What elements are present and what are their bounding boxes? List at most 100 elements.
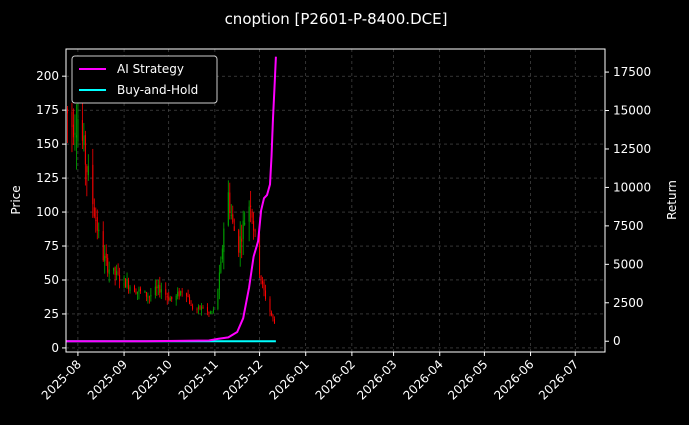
candle-body (251, 211, 253, 218)
candle-body (232, 214, 234, 223)
candle-body (157, 284, 159, 289)
candle-body (273, 319, 275, 324)
candle-body (166, 296, 168, 298)
candle-body (135, 291, 137, 294)
candle-body (242, 220, 244, 239)
candle-body (269, 298, 271, 312)
candle-body (168, 296, 170, 301)
candle-body (116, 270, 118, 276)
candle-body (96, 217, 98, 231)
candle-body (156, 286, 158, 289)
candle-body (98, 229, 100, 232)
y-left-tick-label: 200 (36, 69, 59, 83)
candle-body (239, 236, 241, 254)
y-right-tick-label: 2500 (613, 296, 644, 310)
candle-body (169, 298, 171, 302)
candle-body (171, 296, 173, 300)
candle-body (227, 192, 229, 226)
candle-body (86, 166, 88, 173)
y-left-tick-label: 75 (44, 239, 59, 253)
candle-body (241, 238, 243, 242)
candle-body (270, 312, 272, 316)
candle-body (218, 272, 220, 290)
candle-body (223, 228, 225, 253)
candle-body (145, 292, 147, 297)
candle-body (108, 269, 110, 275)
y-right-tick-label: 10000 (613, 180, 651, 194)
candle-body (104, 255, 106, 262)
candle-body (138, 289, 140, 292)
candle-body (199, 305, 201, 310)
candle-body (212, 309, 214, 311)
candle-body (154, 286, 156, 296)
y-right-tick-label: 0 (613, 334, 621, 348)
candle-body (250, 205, 252, 207)
candle-body (77, 118, 79, 141)
y-left-tick-label: 125 (36, 171, 59, 185)
y-right-tick-label: 17500 (613, 65, 651, 79)
candle-body (263, 282, 265, 291)
candle-body (248, 206, 250, 222)
candle-body (95, 220, 97, 221)
candle-body (254, 230, 256, 232)
chart-title: cnoption [P2601-P-8400.DCE] (225, 10, 448, 28)
series-lines (66, 56, 277, 343)
candle-body (66, 108, 68, 114)
y-left-tick-label: 100 (36, 205, 59, 219)
y-right-tick-label: 7500 (613, 219, 644, 233)
y-left-tick-label: 25 (44, 307, 59, 321)
legend-label-ai-strategy: AI Strategy (117, 62, 184, 76)
candle-body (72, 124, 74, 138)
candle-body (160, 289, 162, 293)
candle-body (105, 253, 107, 259)
candle-body (209, 312, 211, 314)
ai-strategy-line (66, 56, 277, 343)
y-right-tick-label: 12500 (613, 142, 651, 156)
candle-body (198, 306, 200, 309)
y-left-tick-label: 150 (36, 137, 59, 151)
candle-body (165, 289, 167, 295)
y-axis-label-right: Return (665, 180, 679, 220)
candle-body (221, 248, 223, 260)
y-axis-label-left: Price (9, 185, 23, 214)
candle-body (181, 291, 183, 293)
y-right-tick-label: 5000 (613, 257, 644, 271)
candle-body (113, 267, 115, 271)
candle-body (107, 257, 109, 273)
y-left-tick-label: 50 (44, 273, 59, 287)
candle-body (83, 135, 85, 145)
candle-body (262, 280, 264, 284)
candle-body (196, 308, 198, 310)
candle-body (129, 287, 131, 292)
y-left-tick-label: 175 (36, 103, 59, 117)
candle-body (148, 296, 150, 298)
candle-body (114, 267, 116, 275)
candle-body (180, 291, 182, 295)
legend-label-buy-and-hold: Buy-and-Hold (117, 83, 198, 97)
candle-body (93, 207, 95, 217)
candle-body (150, 294, 152, 297)
candle-body (178, 290, 180, 297)
candle-body (74, 132, 76, 135)
candle-body (230, 214, 232, 216)
candle-body (71, 112, 73, 127)
candle-body (187, 296, 189, 298)
candle-body (128, 280, 130, 290)
candle-body (233, 226, 235, 231)
candle-body (260, 275, 262, 281)
candle-body (206, 307, 208, 312)
candle-body (117, 272, 119, 274)
candle-body (189, 296, 191, 305)
candle-body (139, 288, 141, 291)
candlesticks (65, 87, 275, 324)
candle-body (208, 312, 210, 314)
candle-body (147, 296, 149, 298)
candle-body (238, 230, 240, 253)
candle-body (126, 280, 128, 288)
candle-body (159, 285, 161, 293)
candle-body (133, 286, 135, 293)
candle-body (136, 291, 138, 294)
candle-body (87, 165, 89, 176)
